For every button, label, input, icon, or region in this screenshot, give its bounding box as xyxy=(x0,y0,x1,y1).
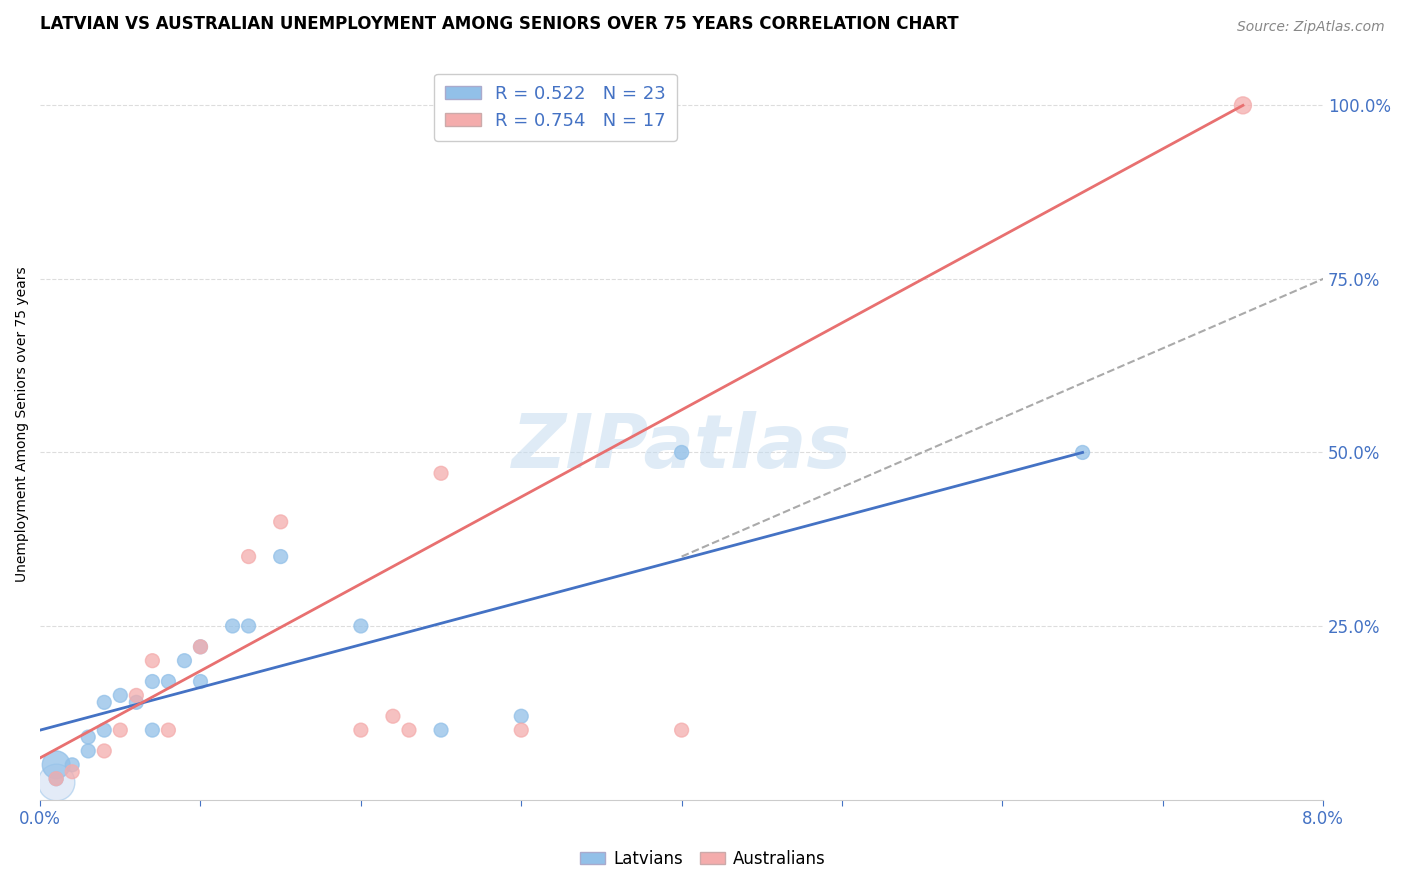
Point xyxy=(350,619,373,633)
Point xyxy=(510,723,533,738)
Text: Source: ZipAtlas.com: Source: ZipAtlas.com xyxy=(1237,20,1385,34)
Point xyxy=(60,764,83,779)
Point xyxy=(141,723,163,738)
Point xyxy=(671,723,693,738)
Point xyxy=(430,723,453,738)
Point xyxy=(221,619,243,633)
Point xyxy=(157,674,180,689)
Point xyxy=(110,723,132,738)
Legend: R = 0.522   N = 23, R = 0.754   N = 17: R = 0.522 N = 23, R = 0.754 N = 17 xyxy=(434,74,678,141)
Legend: Latvians, Australians: Latvians, Australians xyxy=(574,844,832,875)
Point xyxy=(141,674,163,689)
Point xyxy=(190,640,212,654)
Point xyxy=(238,619,260,633)
Point xyxy=(60,757,83,772)
Point xyxy=(190,640,212,654)
Point xyxy=(671,445,693,459)
Y-axis label: Unemployment Among Seniors over 75 years: Unemployment Among Seniors over 75 years xyxy=(15,267,30,582)
Point xyxy=(45,757,67,772)
Point xyxy=(157,723,180,738)
Point xyxy=(510,709,533,723)
Point xyxy=(93,695,115,709)
Point xyxy=(173,654,195,668)
Point xyxy=(141,654,163,668)
Point xyxy=(238,549,260,564)
Point xyxy=(45,772,67,786)
Point xyxy=(270,515,292,529)
Point xyxy=(77,744,100,758)
Point xyxy=(110,689,132,703)
Point xyxy=(1232,98,1254,112)
Point xyxy=(1071,445,1094,459)
Point xyxy=(77,730,100,744)
Point xyxy=(125,695,148,709)
Point xyxy=(190,674,212,689)
Point xyxy=(381,709,404,723)
Point xyxy=(45,775,67,789)
Point xyxy=(398,723,420,738)
Point xyxy=(270,549,292,564)
Text: LATVIAN VS AUSTRALIAN UNEMPLOYMENT AMONG SENIORS OVER 75 YEARS CORRELATION CHART: LATVIAN VS AUSTRALIAN UNEMPLOYMENT AMONG… xyxy=(41,15,959,33)
Point xyxy=(350,723,373,738)
Point xyxy=(93,723,115,738)
Point xyxy=(430,467,453,481)
Point xyxy=(93,744,115,758)
Text: ZIPatlas: ZIPatlas xyxy=(512,410,852,483)
Point xyxy=(125,689,148,703)
Point xyxy=(45,772,67,786)
